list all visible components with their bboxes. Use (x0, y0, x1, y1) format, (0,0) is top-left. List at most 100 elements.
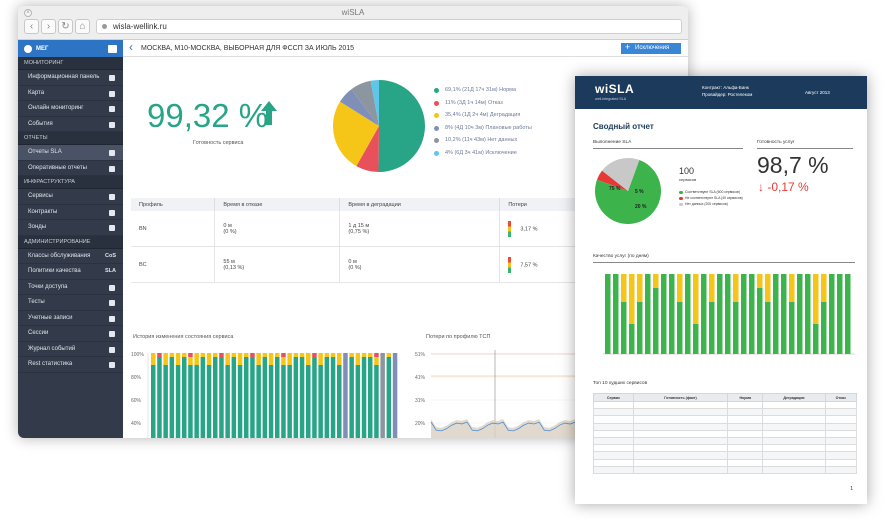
sidebar-item[interactable]: Политики качества SLA (18, 264, 123, 280)
table-cell (632, 436, 729, 446)
sidebar-item[interactable]: Точки доступа (18, 280, 123, 295)
sidebar-item[interactable]: Сервисы (18, 189, 123, 205)
table-cell (632, 458, 729, 467)
table-row (593, 408, 858, 417)
pie-slice (370, 80, 379, 126)
bar-chart-icon (109, 75, 115, 81)
table-cell (593, 465, 634, 474)
legend-item: 69,1% (21Д 17ч 31м) Норма (434, 84, 532, 97)
history-bar (151, 353, 156, 438)
fail-value: 55 м (223, 258, 235, 265)
exceptions-button[interactable]: Исключения (621, 42, 681, 54)
legend-label: 69,1% (21Д 17ч 31м) Норма (445, 87, 517, 93)
top-services-table: Сервис Готовность (факт) Норма Деградация От… (593, 393, 858, 474)
history-bar (337, 353, 342, 438)
sidebar-item-label: Оперативные отчеты (28, 164, 87, 171)
sidebar-item[interactable]: Карта (18, 86, 123, 101)
divider (593, 148, 743, 149)
quality-bar (645, 274, 651, 354)
sidebar-item[interactable]: Зонды (18, 220, 123, 236)
address-bar[interactable]: wisla-wellink.ru (96, 19, 682, 34)
line-chart-icon (109, 106, 115, 112)
doc-icon (109, 209, 115, 216)
deg-value: 1 д 15 м (348, 222, 370, 229)
quality-bar (741, 274, 747, 354)
axis-tick-label: 100% (131, 352, 144, 358)
axis-tick-label: 60% (131, 398, 142, 404)
table-cell (593, 422, 634, 431)
close-window-icon[interactable]: × (24, 9, 32, 17)
history-bar (275, 353, 280, 438)
breadcrumb[interactable]: МОСКВА, М10-МОСКВА, ВЫБОРНАЯ ДЛЯ ФССП ЗА… (123, 40, 688, 57)
sidebar-item[interactable]: Учетные записи (18, 311, 123, 326)
sidebar-item-label: Политики качества (28, 268, 81, 274)
level-indicator-icon (508, 220, 512, 237)
back-icon[interactable]: ‹ (24, 19, 39, 34)
fail-cell: 0 м (0 %) (214, 211, 341, 247)
table-cell (824, 429, 858, 438)
sidebar-item[interactable]: Отчеты SLA (18, 145, 123, 161)
quality-bar (693, 274, 699, 354)
loss-value: 7,57 % (520, 261, 538, 268)
pie-slice (339, 89, 379, 126)
logout-icon[interactable] (108, 44, 117, 53)
sidebar-item[interactable]: Сессии (18, 326, 123, 342)
table-row (593, 400, 858, 410)
table-cell (632, 444, 729, 453)
sidebar-item[interactable]: Оперативные отчеты (18, 161, 123, 176)
sidebar-item[interactable]: События (18, 117, 123, 132)
legend-label: 35,4% (1Д 2ч 4м) Деградация (445, 112, 521, 118)
users-icon (109, 315, 115, 322)
quality-bar (829, 274, 835, 354)
monitor-icon (109, 331, 115, 337)
divider (593, 262, 855, 263)
history-bar (175, 353, 181, 438)
sidebar-item[interactable]: Тесты (18, 295, 123, 311)
sidebar-item[interactable]: Онлайн мониторинг (18, 101, 123, 117)
table-cell (593, 451, 634, 460)
table-header: Норма (727, 393, 764, 402)
pie-label: 75 % (609, 186, 621, 192)
table-cell (727, 400, 764, 410)
page-number: 1 (850, 486, 853, 492)
legend-dot-icon (679, 202, 683, 206)
sidebar-item[interactable]: Классы обслуживания CoS (18, 249, 123, 264)
deg-pct: (0 %) (348, 264, 362, 271)
table-header: Готовность (факт) (632, 393, 729, 402)
table-cell (762, 400, 826, 410)
legend-label: Не соответствуют SLA (40 сервисов) (685, 196, 743, 200)
sidebar-item-label: Информационная панель (28, 74, 100, 80)
sidebar-item-label: Сессии (28, 330, 49, 336)
legend-item: 10,2% (11ч 43м) Нет данных (434, 134, 532, 147)
history-bar (312, 353, 317, 438)
sidebar-item-label: Тесты (28, 299, 45, 305)
forward-icon[interactable]: › (41, 19, 56, 34)
sidebar-item[interactable]: Журнал событий (18, 342, 123, 357)
quality-bar (725, 274, 731, 354)
history-chart: 100% 80% 60% 40% (131, 350, 401, 438)
quality-bar (661, 274, 667, 354)
user-bar[interactable]: МЕГ (18, 40, 123, 57)
history-bar (268, 353, 274, 438)
table-cell (727, 458, 764, 467)
history-bar (386, 353, 392, 438)
reload-icon[interactable]: ↻ (58, 19, 73, 34)
history-chart-title: История изменения состояния сервиса (133, 334, 234, 340)
home-icon[interactable]: ⌂ (75, 19, 90, 34)
pie-slice (351, 80, 379, 126)
sidebar-item[interactable]: Rest статистика (18, 357, 123, 373)
services-count: 100 (679, 166, 695, 176)
quality-bar (669, 274, 675, 354)
sidebar-item[interactable]: Информационная панель (18, 70, 123, 86)
legend-item: Нет данных (200 сервисов) (679, 201, 743, 207)
status-pie-chart (333, 80, 425, 172)
history-bar (318, 353, 323, 438)
quality-bar (677, 274, 683, 354)
history-bar (256, 353, 261, 438)
table-row (593, 415, 858, 424)
sidebar: МЕГ МОНИТОРИНГ Информационная панель Карта… (18, 40, 123, 438)
sidebar-item[interactable]: Контракты (18, 205, 123, 220)
sidebar-item-label: Журнал событий (28, 345, 76, 352)
quality-bar (629, 274, 635, 354)
divider (757, 148, 853, 149)
